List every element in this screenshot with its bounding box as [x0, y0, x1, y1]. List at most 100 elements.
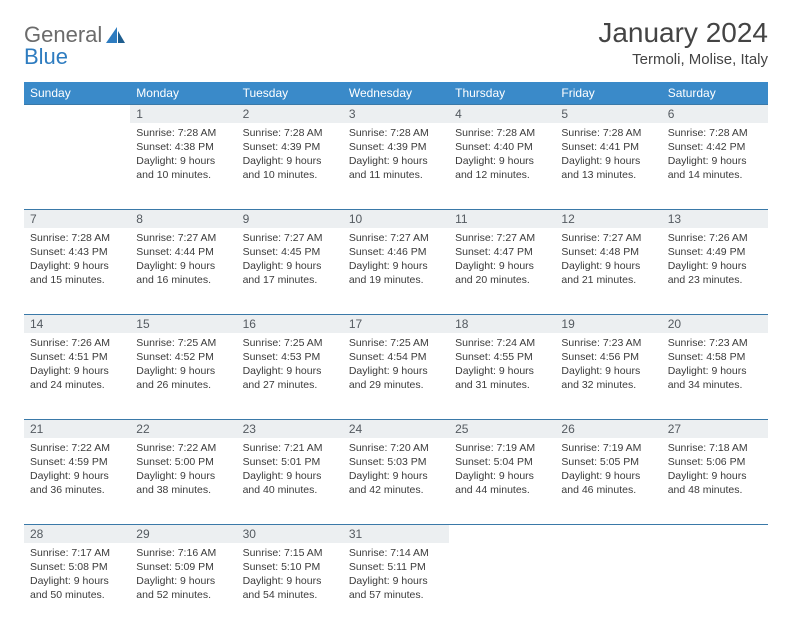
- sunset-text: Sunset: 4:42 PM: [668, 140, 762, 154]
- daylight-line2: and 15 minutes.: [30, 273, 124, 287]
- sunset-text: Sunset: 4:39 PM: [349, 140, 443, 154]
- daylight-line2: and 16 minutes.: [136, 273, 230, 287]
- daylight-line1: Daylight: 9 hours: [349, 364, 443, 378]
- sunrise-text: Sunrise: 7:21 AM: [243, 441, 337, 455]
- sunrise-text: Sunrise: 7:16 AM: [136, 546, 230, 560]
- sunrise-text: Sunrise: 7:27 AM: [561, 231, 655, 245]
- day-number: 27: [662, 419, 768, 438]
- day-cell: Sunrise: 7:19 AMSunset: 5:04 PMDaylight:…: [449, 438, 555, 504]
- day-cell: Sunrise: 7:15 AMSunset: 5:10 PMDaylight:…: [237, 543, 343, 609]
- daylight-line1: Daylight: 9 hours: [455, 364, 549, 378]
- day-cell: Sunrise: 7:20 AMSunset: 5:03 PMDaylight:…: [343, 438, 449, 504]
- day-number: [662, 524, 768, 529]
- day-cell: Sunrise: 7:28 AMSunset: 4:38 PMDaylight:…: [130, 123, 236, 189]
- daylight-line1: Daylight: 9 hours: [30, 469, 124, 483]
- weekday-header: Thursday: [449, 82, 555, 104]
- daylight-line1: Daylight: 9 hours: [455, 469, 549, 483]
- sunset-text: Sunset: 4:38 PM: [136, 140, 230, 154]
- day-cell: Sunrise: 7:23 AMSunset: 4:58 PMDaylight:…: [662, 333, 768, 399]
- day-cell: Sunrise: 7:22 AMSunset: 4:59 PMDaylight:…: [24, 438, 130, 504]
- sunrise-text: Sunrise: 7:26 AM: [668, 231, 762, 245]
- day-number: 21: [24, 419, 130, 438]
- sunset-text: Sunset: 5:11 PM: [349, 560, 443, 574]
- day-number: 12: [555, 209, 661, 228]
- daylight-line2: and 21 minutes.: [561, 273, 655, 287]
- weekday-header: Friday: [555, 82, 661, 104]
- sunrise-text: Sunrise: 7:27 AM: [349, 231, 443, 245]
- week-daynum-row: 14151617181920: [24, 314, 768, 333]
- daylight-line2: and 12 minutes.: [455, 168, 549, 182]
- sunset-text: Sunset: 4:56 PM: [561, 350, 655, 364]
- day-cell: Sunrise: 7:22 AMSunset: 5:00 PMDaylight:…: [130, 438, 236, 504]
- daylight-line1: Daylight: 9 hours: [668, 469, 762, 483]
- daylight-line2: and 54 minutes.: [243, 588, 337, 602]
- day-number: 13: [662, 209, 768, 228]
- daylight-line2: and 17 minutes.: [243, 273, 337, 287]
- day-number: 31: [343, 524, 449, 543]
- day-number: 1: [130, 104, 236, 123]
- daylight-line1: Daylight: 9 hours: [136, 574, 230, 588]
- daylight-line1: Daylight: 9 hours: [30, 574, 124, 588]
- day-cell: Sunrise: 7:27 AMSunset: 4:44 PMDaylight:…: [130, 228, 236, 294]
- sunrise-text: Sunrise: 7:14 AM: [349, 546, 443, 560]
- sunrise-text: Sunrise: 7:28 AM: [243, 126, 337, 140]
- day-cell: Sunrise: 7:27 AMSunset: 4:47 PMDaylight:…: [449, 228, 555, 294]
- day-number: [449, 524, 555, 529]
- weekday-header: Wednesday: [343, 82, 449, 104]
- sunrise-text: Sunrise: 7:23 AM: [668, 336, 762, 350]
- sunset-text: Sunset: 4:55 PM: [455, 350, 549, 364]
- daylight-line2: and 14 minutes.: [668, 168, 762, 182]
- day-number: 16: [237, 314, 343, 333]
- sunset-text: Sunset: 4:52 PM: [136, 350, 230, 364]
- daylight-line1: Daylight: 9 hours: [30, 364, 124, 378]
- sunrise-text: Sunrise: 7:28 AM: [136, 126, 230, 140]
- day-cell: Sunrise: 7:26 AMSunset: 4:49 PMDaylight:…: [662, 228, 768, 294]
- daylight-line2: and 10 minutes.: [136, 168, 230, 182]
- day-cell: Sunrise: 7:21 AMSunset: 5:01 PMDaylight:…: [237, 438, 343, 504]
- day-number: 18: [449, 314, 555, 333]
- daylight-line1: Daylight: 9 hours: [243, 469, 337, 483]
- daylight-line1: Daylight: 9 hours: [561, 469, 655, 483]
- day-cell: Sunrise: 7:26 AMSunset: 4:51 PMDaylight:…: [24, 333, 130, 399]
- day-number: 7: [24, 209, 130, 228]
- day-number: [555, 524, 661, 529]
- day-cell: Sunrise: 7:14 AMSunset: 5:11 PMDaylight:…: [343, 543, 449, 609]
- daylight-line1: Daylight: 9 hours: [349, 574, 443, 588]
- daylight-line1: Daylight: 9 hours: [136, 259, 230, 273]
- sunset-text: Sunset: 4:47 PM: [455, 245, 549, 259]
- sunset-text: Sunset: 5:08 PM: [30, 560, 124, 574]
- sunrise-text: Sunrise: 7:19 AM: [455, 441, 549, 455]
- day-cell: Sunrise: 7:18 AMSunset: 5:06 PMDaylight:…: [662, 438, 768, 504]
- weekday-header: Sunday: [24, 82, 130, 104]
- sunset-text: Sunset: 5:00 PM: [136, 455, 230, 469]
- day-number: 4: [449, 104, 555, 123]
- sunrise-text: Sunrise: 7:22 AM: [30, 441, 124, 455]
- day-cell: Sunrise: 7:25 AMSunset: 4:53 PMDaylight:…: [237, 333, 343, 399]
- day-number: 25: [449, 419, 555, 438]
- daylight-line2: and 23 minutes.: [668, 273, 762, 287]
- sunrise-text: Sunrise: 7:22 AM: [136, 441, 230, 455]
- day-number: 29: [130, 524, 236, 543]
- daylight-line1: Daylight: 9 hours: [349, 154, 443, 168]
- sunrise-text: Sunrise: 7:17 AM: [30, 546, 124, 560]
- sunrise-text: Sunrise: 7:28 AM: [561, 126, 655, 140]
- header: General January 2024 Termoli, Molise, It…: [24, 18, 768, 68]
- daylight-line2: and 20 minutes.: [455, 273, 549, 287]
- sunrise-text: Sunrise: 7:28 AM: [668, 126, 762, 140]
- daylight-line2: and 50 minutes.: [30, 588, 124, 602]
- daylight-line2: and 38 minutes.: [136, 483, 230, 497]
- day-number: 14: [24, 314, 130, 333]
- sunrise-text: Sunrise: 7:27 AM: [455, 231, 549, 245]
- week-daynum-row: 28293031: [24, 524, 768, 543]
- day-cell: Sunrise: 7:19 AMSunset: 5:05 PMDaylight:…: [555, 438, 661, 504]
- day-number: 28: [24, 524, 130, 543]
- day-cell: Sunrise: 7:27 AMSunset: 4:46 PMDaylight:…: [343, 228, 449, 294]
- day-cell: Sunrise: 7:28 AMSunset: 4:41 PMDaylight:…: [555, 123, 661, 189]
- daylight-line2: and 29 minutes.: [349, 378, 443, 392]
- sunrise-text: Sunrise: 7:15 AM: [243, 546, 337, 560]
- sunset-text: Sunset: 5:01 PM: [243, 455, 337, 469]
- daylight-line1: Daylight: 9 hours: [349, 259, 443, 273]
- sunset-text: Sunset: 4:44 PM: [136, 245, 230, 259]
- day-number: 6: [662, 104, 768, 123]
- daylight-line2: and 10 minutes.: [243, 168, 337, 182]
